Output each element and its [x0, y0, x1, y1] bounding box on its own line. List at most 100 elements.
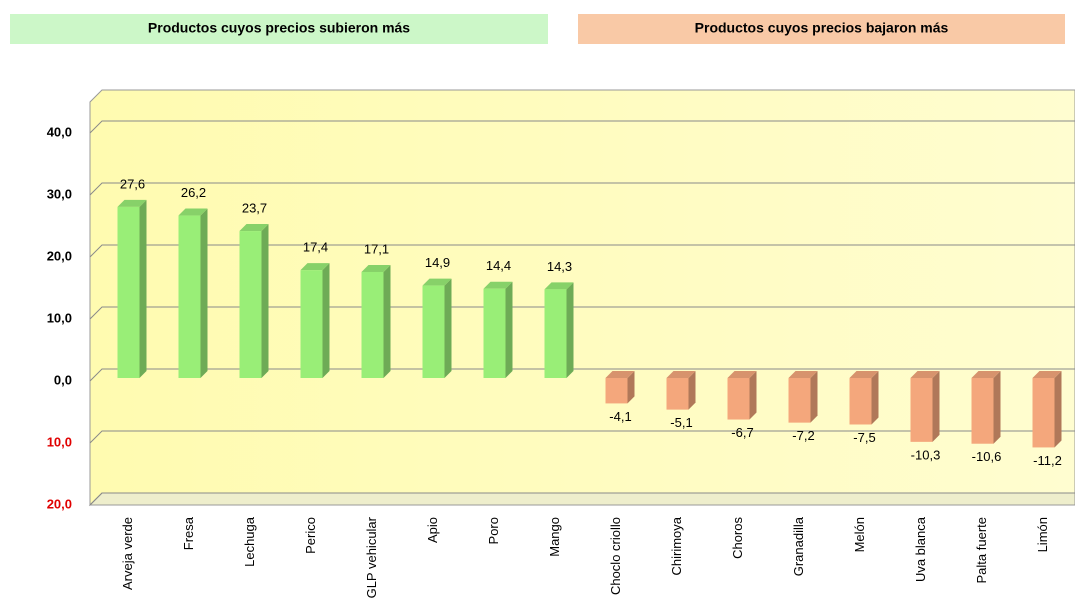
y-tick-label: 10,0	[47, 434, 72, 449]
x-tick-label: Choclo criollo	[608, 517, 623, 595]
data-label: 17,1	[364, 241, 389, 256]
plot-wall	[89, 89, 1075, 507]
data-label: 14,3	[547, 259, 572, 274]
y-tick-label: 20,0	[47, 248, 72, 263]
bar	[727, 378, 750, 420]
x-tick-label: Fresa	[181, 516, 196, 550]
data-label: 14,4	[486, 258, 511, 273]
bar-side	[383, 264, 391, 378]
bar-side	[444, 278, 452, 378]
bar	[300, 270, 323, 378]
bar-side	[810, 371, 818, 423]
bar-side	[139, 199, 147, 378]
grid-line	[89, 306, 1075, 320]
bar-top	[483, 281, 513, 289]
bar-top	[300, 263, 330, 271]
bar	[1032, 378, 1055, 448]
data-label: 14,9	[425, 255, 450, 270]
bar	[483, 288, 506, 378]
x-tick-label: Mango	[547, 517, 562, 557]
x-tick-label: Apio	[425, 517, 440, 543]
bar	[239, 231, 262, 378]
data-label: -7,2	[792, 428, 814, 443]
bar-top	[605, 371, 635, 378]
data-label: -11,2	[1033, 453, 1062, 468]
bar-top	[727, 371, 757, 378]
x-tick-label: Chirimoya	[669, 516, 684, 575]
bar-top	[544, 282, 574, 290]
bar-side	[200, 208, 208, 378]
bar-top	[117, 199, 147, 207]
bar	[849, 378, 872, 425]
x-tick-label: Choros	[730, 517, 745, 559]
bar	[178, 215, 201, 378]
y-tick-label: 10,0	[47, 310, 72, 325]
bar-top	[178, 208, 208, 216]
x-tick-label: Poro	[486, 517, 501, 544]
bar-side	[627, 371, 635, 404]
x-tick-label: Perico	[303, 517, 318, 554]
data-label: -5,1	[670, 415, 692, 430]
bar-side	[749, 371, 757, 420]
bar-side	[261, 224, 269, 378]
x-tick-label: Arveja verde	[120, 517, 135, 590]
plot-floor	[88, 492, 1075, 506]
bar-side	[871, 371, 879, 425]
x-tick-label: Granadilla	[791, 516, 806, 576]
bar-side	[932, 371, 940, 442]
bar-top	[910, 371, 940, 378]
x-tick-label: Uva blanca	[913, 516, 928, 582]
data-label: -10,3	[911, 447, 941, 462]
bar-side	[688, 371, 696, 410]
bar-top	[849, 371, 879, 378]
header-text: Productos cuyos precios bajaron más	[695, 20, 949, 36]
y-tick-label: 40,0	[47, 124, 72, 139]
data-label: 17,4	[303, 240, 328, 255]
bar	[605, 378, 628, 404]
x-tick-label: Palta fuerte	[974, 517, 989, 584]
bar-top	[422, 278, 452, 286]
bar	[117, 206, 140, 378]
grid-line	[89, 430, 1075, 444]
bar-side	[1054, 371, 1062, 448]
grid-line	[89, 244, 1075, 258]
x-tick-label: Limón	[1035, 517, 1050, 552]
bar-side	[322, 263, 330, 378]
bar-side	[566, 282, 574, 378]
grid-line	[89, 182, 1075, 196]
x-tick-label: GLP vehicular	[364, 516, 379, 598]
grid-line	[89, 492, 1075, 506]
bar-top	[666, 371, 696, 378]
data-label: -6,7	[731, 425, 753, 440]
y-tick-label: 30,0	[47, 186, 72, 201]
bar-top	[1032, 371, 1062, 378]
x-tick-label: Lechuga	[242, 516, 257, 567]
header-box	[10, 14, 548, 44]
y-tick-label: 0,0	[54, 372, 72, 387]
bar	[666, 378, 689, 410]
data-label: 26,2	[181, 185, 206, 200]
data-label: 23,7	[242, 200, 267, 215]
bar	[361, 271, 384, 378]
x-tick-label: Melón	[852, 517, 867, 552]
bar	[788, 378, 811, 423]
header-text: Productos cuyos precios subieron más	[148, 20, 410, 36]
bar	[910, 378, 933, 442]
bar-top	[239, 224, 269, 232]
bar-side	[993, 371, 1001, 444]
bar	[971, 378, 994, 444]
data-label: -4,1	[609, 409, 631, 424]
bar-top	[788, 371, 818, 378]
bar	[422, 285, 445, 378]
bar-side	[505, 281, 513, 378]
bar-top	[361, 264, 391, 272]
bar-top	[971, 371, 1001, 378]
data-label: 27,6	[120, 176, 145, 191]
grid-line	[89, 368, 1075, 382]
y-tick-label: 20,0	[47, 496, 72, 511]
data-label: -7,5	[853, 430, 875, 445]
grid-line	[89, 120, 1075, 134]
header-box	[578, 14, 1065, 44]
bar	[544, 289, 567, 378]
